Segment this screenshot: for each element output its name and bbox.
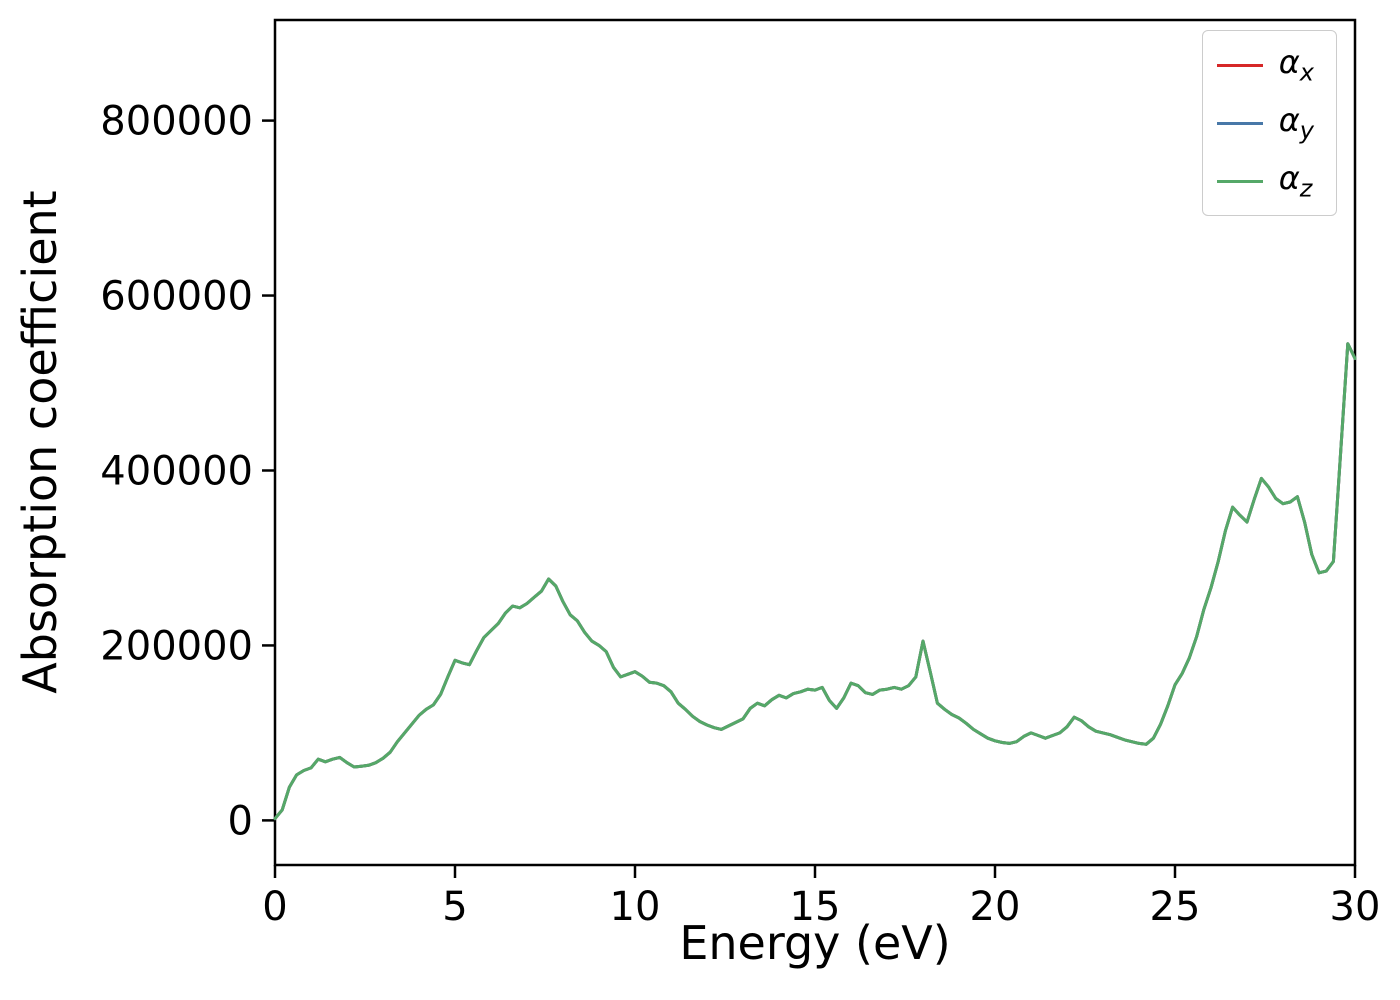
x-tick-label: 10	[610, 884, 661, 930]
x-axis-label: Energy (eV)	[679, 916, 951, 970]
legend-item-y: αy	[1216, 101, 1314, 145]
curve-α-y	[273, 342, 1357, 821]
x-tick-label: 30	[1330, 884, 1381, 930]
curve-α-x	[273, 342, 1357, 821]
legend-label: αz	[1278, 159, 1313, 203]
legend-label: αx	[1278, 43, 1314, 87]
y-tick-label: 800000	[100, 99, 253, 145]
x-tick-label: 5	[442, 884, 467, 930]
x-tick-label: 15	[790, 884, 841, 930]
y-tick-label: 0	[228, 798, 253, 844]
y-tick-label: 200000	[100, 623, 253, 669]
legend-label: αy	[1278, 101, 1314, 145]
legend-item-x: αx	[1216, 43, 1314, 87]
y-tick-label: 600000	[100, 274, 253, 320]
x-tick-label: 25	[1150, 884, 1201, 930]
curve-α-z	[273, 342, 1357, 821]
legend-line-swatch	[1216, 63, 1263, 67]
legend-line-swatch	[1216, 179, 1263, 183]
x-tick-label: 0	[262, 884, 287, 930]
plot-frame	[273, 18, 1357, 867]
y-axis-label: Absorption coefficient	[13, 190, 67, 694]
y-tick-label: 400000	[100, 448, 253, 494]
x-tick-label: 20	[970, 884, 1021, 930]
legend: αx αy αz	[1201, 30, 1337, 216]
legend-item-z: αz	[1216, 159, 1314, 203]
legend-line-swatch	[1216, 121, 1263, 125]
